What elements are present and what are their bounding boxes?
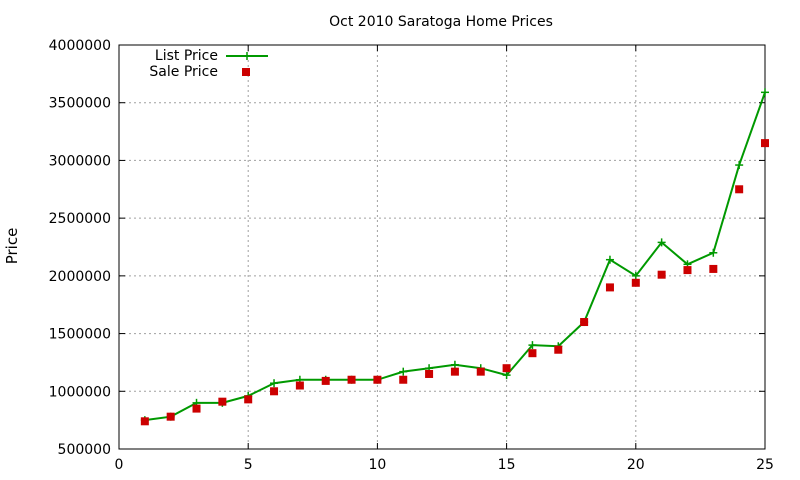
sale-price-point — [657, 270, 666, 279]
sale-price-point — [735, 185, 744, 194]
sale-price-point — [605, 283, 614, 292]
y-tick-label: 2500000 — [49, 211, 111, 227]
sale-price-point — [476, 367, 485, 376]
x-tick-label: 5 — [244, 457, 253, 473]
list-price-point — [735, 161, 744, 170]
sale-price-point — [347, 375, 356, 384]
x-tick-label: 25 — [756, 457, 774, 473]
sale-price-point — [709, 264, 718, 273]
sale-price-point — [528, 349, 537, 358]
sale-price-point — [425, 369, 434, 378]
list-price-point — [399, 367, 408, 376]
sale-price-point — [166, 412, 175, 421]
y-tick-label: 1500000 — [49, 327, 111, 343]
axis-ticks — [118, 44, 766, 450]
sale-price-point — [270, 387, 279, 396]
sale-price-point — [192, 404, 201, 413]
legend-label-list-price: List Price — [155, 48, 218, 64]
list-price-point — [605, 255, 614, 264]
x-tick-label: 10 — [368, 457, 386, 473]
y-tick-label: 3000000 — [49, 153, 111, 169]
sale-price-point — [502, 364, 511, 373]
y-axis-title: Price — [3, 228, 21, 265]
sale-price-point — [244, 395, 253, 404]
sale-price-point — [373, 375, 382, 384]
sale-price-point — [554, 345, 563, 354]
tick-labels: 0 5 10 15 20 25 500000 1000000 1500000 2000000 250… — [49, 38, 774, 473]
plot-frame — [118, 44, 766, 450]
sale-price-point — [295, 381, 304, 390]
sale-price-point — [321, 376, 330, 385]
legend: List Price Sale Price — [149, 48, 268, 80]
list-price-point — [657, 238, 666, 247]
list-price-point — [761, 88, 769, 97]
legend-label-sale-price: Sale Price — [149, 64, 218, 80]
sale-price-point — [140, 417, 149, 426]
list-price-point — [450, 360, 459, 369]
y-tick-label: 3500000 — [49, 96, 111, 112]
sale-price-point — [450, 367, 459, 376]
list-price-point — [270, 379, 279, 388]
y-tick-label: 4000000 — [49, 38, 111, 54]
y-tick-label: 2000000 — [49, 269, 111, 285]
sale-price-point — [683, 266, 692, 275]
y-tick-label: 1000000 — [49, 384, 111, 400]
legend-sample-list-price — [226, 52, 268, 60]
list-price-point — [631, 271, 640, 280]
sale-price-point — [218, 397, 227, 406]
x-tick-label: 0 — [115, 457, 124, 473]
series-layer — [140, 88, 769, 426]
list-price-point — [502, 371, 511, 380]
y-tick-label: 500000 — [58, 442, 111, 458]
sale-price-point — [580, 318, 589, 327]
list-price-point — [528, 341, 537, 350]
x-tick-label: 20 — [627, 457, 645, 473]
sale-price-point — [399, 375, 408, 384]
list-price-point — [709, 248, 718, 257]
sale-price-point — [631, 278, 640, 287]
sale-price-point — [761, 139, 769, 148]
chart-title: Oct 2010 Saratoga Home Prices — [329, 14, 553, 30]
legend-sample-sale-price — [242, 68, 250, 76]
x-tick-label: 15 — [498, 457, 516, 473]
